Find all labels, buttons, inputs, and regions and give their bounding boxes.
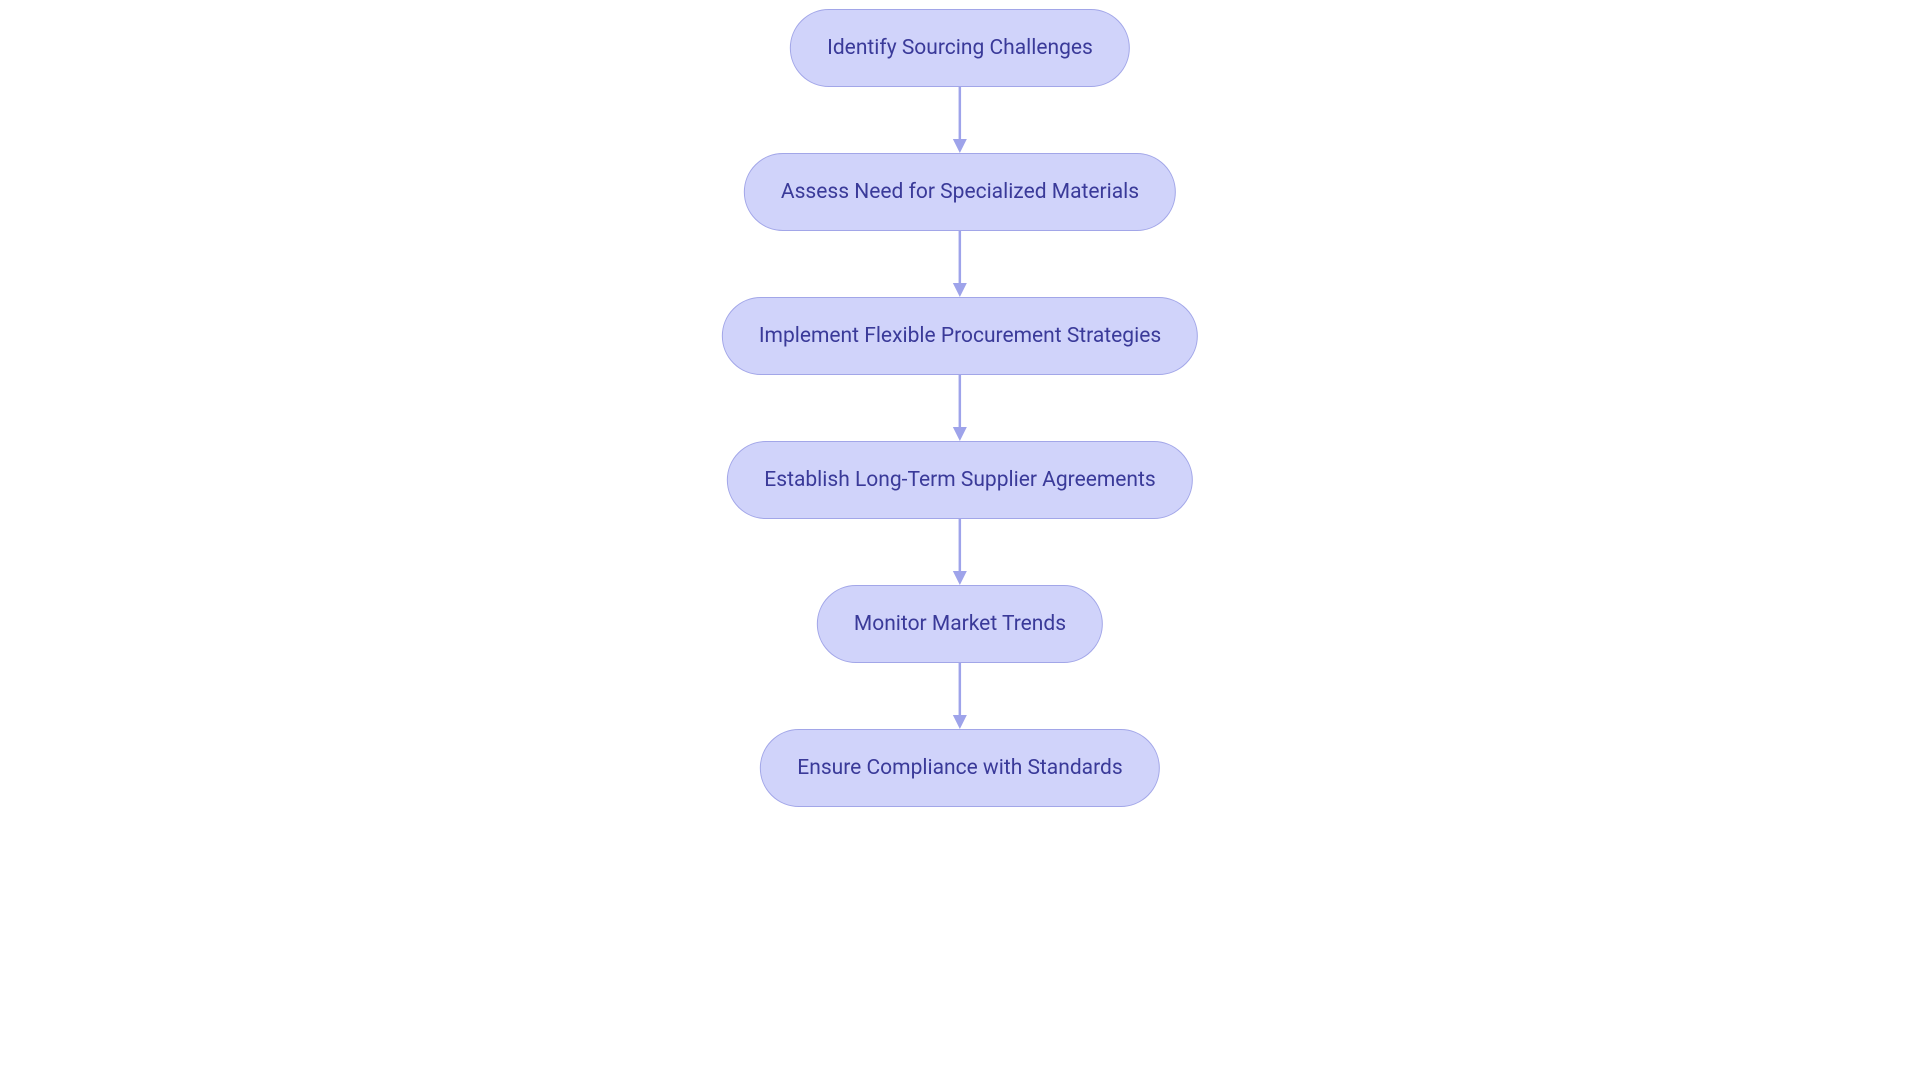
flowchart-arrow	[950, 87, 970, 153]
flowchart-node: Monitor Market Trends	[817, 585, 1103, 663]
node-label: Establish Long-Term Supplier Agreements	[764, 468, 1155, 492]
flowchart-arrow	[950, 231, 970, 297]
arrow-down-icon	[950, 663, 970, 729]
flowchart-node: Identify Sourcing Challenges	[790, 9, 1130, 87]
flowchart-arrow	[950, 663, 970, 729]
flowchart-container: Identify Sourcing Challenges Assess Need…	[722, 9, 1198, 807]
flowchart-arrow	[950, 375, 970, 441]
node-label: Ensure Compliance with Standards	[797, 756, 1122, 780]
arrow-down-icon	[950, 375, 970, 441]
node-label: Identify Sourcing Challenges	[827, 36, 1093, 60]
flowchart-node: Implement Flexible Procurement Strategie…	[722, 297, 1198, 375]
flowchart-arrow	[950, 519, 970, 585]
node-label: Assess Need for Specialized Materials	[781, 180, 1139, 204]
node-label: Monitor Market Trends	[854, 612, 1066, 636]
node-label: Implement Flexible Procurement Strategie…	[759, 324, 1161, 348]
flowchart-node: Assess Need for Specialized Materials	[744, 153, 1176, 231]
arrow-down-icon	[950, 87, 970, 153]
arrow-down-icon	[950, 231, 970, 297]
flowchart-node: Ensure Compliance with Standards	[760, 729, 1159, 807]
arrow-down-icon	[950, 519, 970, 585]
flowchart-node: Establish Long-Term Supplier Agreements	[727, 441, 1192, 519]
